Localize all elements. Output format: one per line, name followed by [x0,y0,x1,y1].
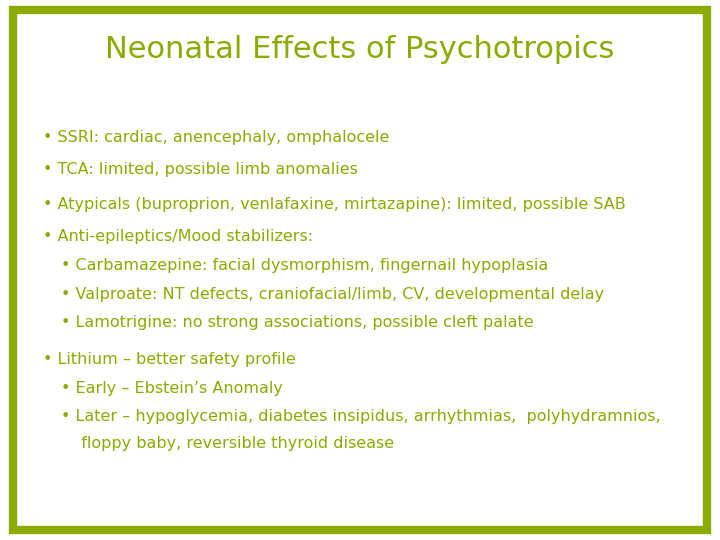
Text: • SSRI: cardiac, anencephaly, omphalocele: • SSRI: cardiac, anencephaly, omphalocel… [43,130,390,145]
Text: • Valproate: NT defects, craniofacial/limb, CV, developmental delay: • Valproate: NT defects, craniofacial/li… [61,287,604,302]
Text: • Lamotrigine: no strong associations, possible cleft palate: • Lamotrigine: no strong associations, p… [61,315,534,330]
Text: • Atypicals (buproprion, venlafaxine, mirtazapine): limited, possible SAB: • Atypicals (buproprion, venlafaxine, mi… [43,197,626,212]
Text: • TCA: limited, possible limb anomalies: • TCA: limited, possible limb anomalies [43,162,358,177]
Text: • Anti-epileptics/Mood stabilizers:: • Anti-epileptics/Mood stabilizers: [43,230,313,245]
Text: • Carbamazepine: facial dysmorphism, fingernail hypoplasia: • Carbamazepine: facial dysmorphism, fin… [61,258,549,273]
Text: • Early – Ebstein’s Anomaly: • Early – Ebstein’s Anomaly [61,381,283,396]
Text: Neonatal Effects of Psychotropics: Neonatal Effects of Psychotropics [105,35,615,64]
Text: • Later – hypoglycemia, diabetes insipidus, arrhythmias,  polyhydramnios,: • Later – hypoglycemia, diabetes insipid… [61,409,661,424]
Text: • Lithium – better safety profile: • Lithium – better safety profile [43,352,296,367]
Text: floppy baby, reversible thyroid disease: floppy baby, reversible thyroid disease [71,436,394,451]
